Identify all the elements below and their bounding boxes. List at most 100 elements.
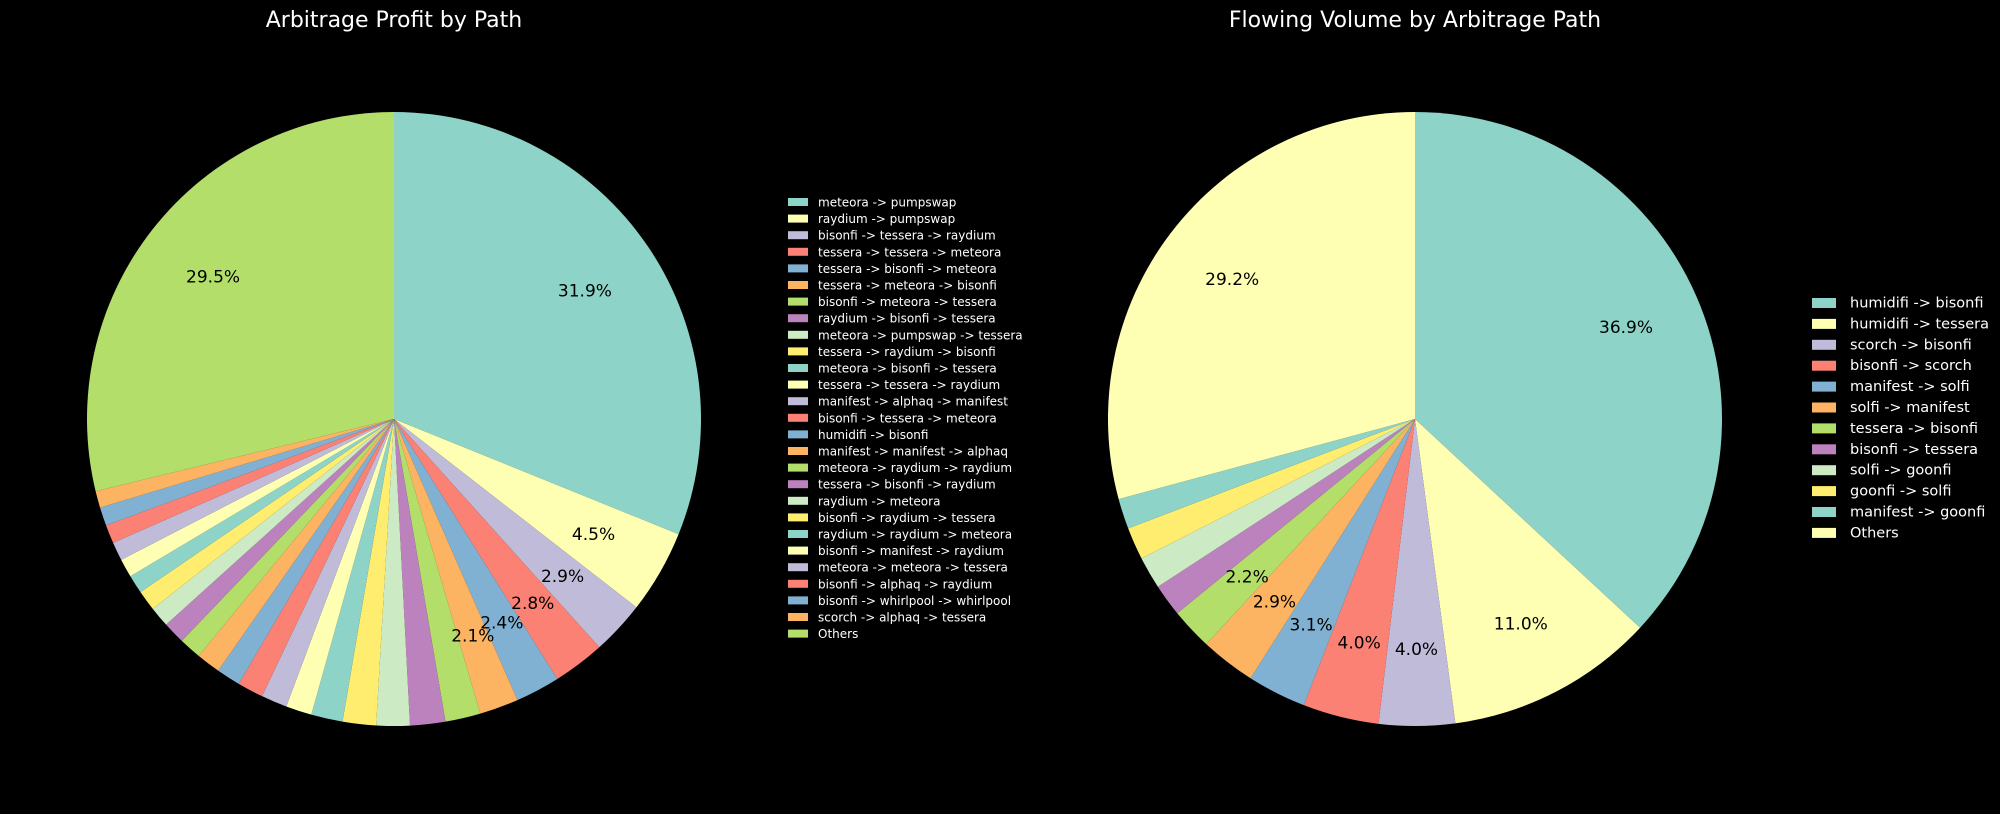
pie-pct-label: 36.9% xyxy=(1599,318,1653,338)
legend-label: raydium -> raydium -> meteora xyxy=(818,528,1012,542)
legend-swatch xyxy=(1812,423,1836,434)
pie-pct-label: 2.9% xyxy=(1253,592,1296,612)
legend-swatch xyxy=(788,281,808,289)
pie-slice-bisonfi-manifest-raydium xyxy=(121,419,394,577)
pie-pct-label: 11.0% xyxy=(1494,614,1548,634)
pie-slice-bisonfi-alphaq-raydium xyxy=(106,419,394,543)
legend-label: meteora -> raydium -> raydium xyxy=(818,461,1012,475)
pie-slice-humidifi-bisonfi xyxy=(218,419,394,684)
legend-swatch xyxy=(1812,360,1836,371)
legend-swatch xyxy=(788,530,808,538)
pie-slice-bisonfi-scorch xyxy=(1303,419,1415,724)
legend-label: raydium -> pumpswap xyxy=(818,212,955,226)
pie-slice-meteora-pumpswap-tessera xyxy=(376,419,410,726)
pie-slice-tessera-raydium-bisonfi xyxy=(342,419,394,726)
legend-swatch xyxy=(1812,298,1836,308)
pie-slice-manifest-solfi xyxy=(1250,419,1415,706)
pie-slice-raydium-bisonfi-tessera xyxy=(394,419,446,726)
pie-slice-bisonfi-tessera-raydium xyxy=(394,419,637,648)
legend-swatch xyxy=(1812,527,1836,538)
legend-swatch xyxy=(788,430,808,439)
legend-swatch xyxy=(788,380,808,389)
legend-swatch xyxy=(788,496,808,505)
legend-swatch xyxy=(788,513,808,522)
pie-slice-tessera-tessera-meteora xyxy=(394,419,600,679)
profit-legend: meteora -> pumpswap raydium -> pumpswap bi… xyxy=(788,196,1023,641)
pie-slice-bisonfi-tessera-meteora xyxy=(238,419,394,697)
legend-swatch xyxy=(788,397,808,406)
legend-label: bisonfi -> alphaq -> raydium xyxy=(818,577,992,591)
legend-label: manifest -> alphaq -> manifest xyxy=(818,395,1008,409)
legend-label: raydium -> bisonfi -> tessera xyxy=(818,312,996,326)
pie-slice-bisonfi-meteora-tessera xyxy=(394,419,481,722)
pie-slice-humidifi-bisonfi xyxy=(1415,112,1722,628)
legend-swatch xyxy=(1812,486,1836,497)
legend-swatch xyxy=(1812,402,1836,413)
legend-swatch xyxy=(788,297,808,306)
legend-swatch xyxy=(788,247,808,256)
legend-swatch xyxy=(788,596,808,605)
legend-label: tessera -> tessera -> raydium xyxy=(818,378,1000,392)
legend-swatch xyxy=(788,364,808,372)
pie-slice-tessera-bisonfi xyxy=(1177,419,1415,645)
pie-slice-scorch-bisonfi xyxy=(1378,419,1456,726)
legend-swatch xyxy=(788,463,808,472)
legend-label: manifest -> solfi xyxy=(1850,379,1970,395)
profit-chart-title: Arbitrage Profit by Path xyxy=(266,8,523,33)
pie-slice-tessera-tessera-raydium xyxy=(286,419,394,715)
pie-slice-others xyxy=(87,112,394,492)
volume-chart: Flowing Volume by Arbitrage Path 36.9% 11… xyxy=(1108,8,1989,726)
pie-slice-tessera-bisonfi-meteora xyxy=(394,419,558,701)
legend-label: tessera -> bisonfi -> meteora xyxy=(818,262,997,276)
pie-slice-meteora-raydium-raydium xyxy=(181,419,394,656)
pie-slice-solfi-manifest xyxy=(1206,419,1415,679)
pie-slice-raydium-raydium-meteora xyxy=(130,419,395,593)
pie-slice-bisonfi-raydium-tessera xyxy=(140,419,394,609)
legend-label: tessera -> raydium -> bisonfi xyxy=(818,345,996,359)
pie-slice-others xyxy=(1108,112,1415,500)
legend-label: solfi -> goonfi xyxy=(1850,463,1951,479)
pie-slice-tessera-bisonfi-raydium xyxy=(166,419,394,641)
legend-label: bisonfi -> tessera -> raydium xyxy=(818,229,996,243)
legend-swatch xyxy=(788,563,808,572)
pie-slice-bisonfi-tessera xyxy=(1157,419,1415,614)
pie-slice-manifest-manifest-alphaq xyxy=(198,419,394,671)
legend-swatch xyxy=(788,231,808,240)
profit-chart: Arbitrage Profit by Path 31.9% 4.5% 2.9% 2.… xyxy=(87,8,1023,726)
pie-slice-meteora-pumpswap xyxy=(394,112,702,535)
legend-swatch xyxy=(788,579,808,588)
pie-slice-manifest-alphaq-manifest xyxy=(262,419,394,707)
legend-label: humidifi -> tessera xyxy=(1850,316,1989,332)
legend-label: bisonfi -> meteora -> tessera xyxy=(818,295,997,309)
pie-slice-tessera-meteora-bisonfi xyxy=(394,419,518,714)
pie-slice-meteora-bisonfi-tessera xyxy=(311,419,394,722)
pie-slice-meteora-meteora-tessera xyxy=(113,419,394,560)
profit-pie: 31.9% 4.5% 2.9% 2.8%2.4%2.1% 29.5% xyxy=(87,112,702,726)
legend-label: solfi -> manifest xyxy=(1850,400,1970,416)
pie-pct-label: 2.2% xyxy=(1226,568,1269,588)
legend-label: tessera -> meteora -> bisonfi xyxy=(818,279,997,293)
legend-label: bisonfi -> raydium -> tessera xyxy=(818,511,996,525)
legend-swatch xyxy=(788,264,808,273)
legend-swatch xyxy=(1812,339,1836,350)
legend-swatch xyxy=(788,480,808,489)
legend-swatch xyxy=(788,330,808,339)
legend-label: meteora -> pumpswap xyxy=(818,196,956,210)
legend-label: tessera -> bisonfi -> raydium xyxy=(818,478,996,492)
legend-swatch xyxy=(788,347,808,356)
legend-label: meteora -> bisonfi -> tessera xyxy=(818,362,997,376)
legend-swatch xyxy=(1812,507,1836,517)
volume-pie: 36.9%11.0%4.0%4.0%3.1%2.9%2.2%29.2% xyxy=(1108,112,1722,726)
pie-pct-label: 3.1% xyxy=(1290,615,1333,635)
legend-label: bisonfi -> tessera xyxy=(1850,442,1978,458)
pie-pct-label: 31.9% xyxy=(558,281,612,301)
legend-label: scorch -> alphaq -> tessera xyxy=(818,611,986,625)
pie-slice-raydium-meteora xyxy=(152,419,394,625)
legend-label: Others xyxy=(1850,525,1899,541)
legend-label: tessera -> bisonfi xyxy=(1850,421,1978,437)
pie-slice-bisonfi-whirlpool-whirlpool xyxy=(100,419,395,526)
pie-pct-label: 4.0% xyxy=(1338,633,1381,653)
legend-swatch xyxy=(1812,444,1836,455)
pie-slice-raydium-pumpswap xyxy=(394,419,679,608)
